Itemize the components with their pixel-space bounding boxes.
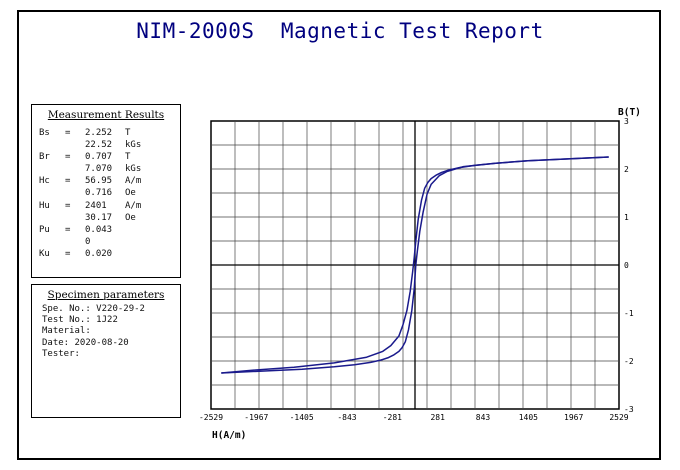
- x-tick-label: 1405: [519, 413, 538, 422]
- measurement-value: 2401: [85, 200, 107, 211]
- x-tick-label: -1967: [244, 413, 268, 422]
- measurement-value: 22.52: [85, 140, 113, 151]
- y-tick-label: -1: [624, 309, 634, 318]
- report-frame: [17, 10, 661, 460]
- measurement-equals: =: [65, 200, 71, 211]
- y-tick-label: 0: [624, 261, 629, 270]
- x-tick-label: -281: [383, 413, 402, 422]
- specimen-parameters-panel: Specimen parameters Spe. No.: V220-29-2 T…: [31, 284, 181, 418]
- measurement-unit: A/m: [125, 176, 142, 187]
- hysteresis-branch-line: [221, 156, 609, 374]
- specimen-row: Spe. No.: V220-29-2: [42, 304, 145, 314]
- measurement-value: 7.070: [85, 164, 113, 175]
- measurement-rows: Bs = 2.252 T 22.52 kGs Br = 0.707 T 7.070 kGs Hc = 56.…: [39, 127, 141, 260]
- measurement-name: Hu: [39, 200, 50, 211]
- measurement-row: 22.52 kGs: [39, 139, 141, 151]
- measurement-unit: Oe: [125, 188, 136, 199]
- measurement-results-heading: Measurement Results: [47, 109, 165, 121]
- report-title: NIM-2000S Magnetic Test Report: [136, 19, 544, 43]
- measurement-row: Ku = 0.020: [39, 248, 141, 260]
- x-tick-label: 843: [476, 413, 491, 422]
- specimen-parameters-heading: Specimen parameters: [47, 289, 165, 301]
- y-tick-label: 1: [624, 213, 629, 222]
- measurement-row: Hu = 2401 A/m: [39, 200, 141, 212]
- measurement-value: 0.707: [85, 152, 113, 163]
- measurement-unit: A/m: [125, 200, 142, 211]
- specimen-row: Tester:: [42, 348, 80, 359]
- measurement-name: Bs: [39, 128, 50, 138]
- y-tick-label: -3: [624, 405, 634, 414]
- x-tick-label: 2529: [609, 413, 628, 422]
- x-axis-label: H(A/m): [212, 430, 246, 441]
- measurement-name: Ku: [39, 248, 50, 259]
- specimen-row: Test No.: 1J22: [42, 315, 118, 326]
- measurement-row: Bs = 2.252 T: [39, 127, 141, 139]
- measurement-row: 0.716 Oe: [39, 187, 141, 199]
- x-tick-label: 1967: [564, 413, 583, 422]
- measurement-row: 30.17 Oe: [39, 212, 141, 224]
- measurement-name: Hc: [39, 176, 50, 187]
- y-tick-label: 2: [624, 165, 629, 174]
- measurement-name: Pu: [39, 224, 50, 235]
- measurement-equals: =: [65, 248, 71, 259]
- measurement-value: 0.043: [85, 224, 113, 235]
- measurement-results-panel: Measurement Results Bs = 2.252 T 22.52 kGs Br =…: [31, 104, 181, 278]
- measurement-unit: T: [125, 152, 131, 163]
- y-tick-label: 3: [624, 117, 629, 126]
- specimen-row: Material:: [42, 326, 91, 337]
- measurement-value: 0.716: [85, 188, 113, 199]
- y-axis-label: B(T): [618, 107, 641, 118]
- measurement-value: 2.252: [85, 128, 113, 138]
- measurement-unit: Oe: [125, 212, 136, 223]
- measurement-equals: =: [65, 224, 71, 235]
- measurement-row: Hc = 56.95 A/m: [39, 175, 141, 187]
- x-tick-label: 281: [430, 413, 445, 422]
- measurement-row: Pu = 0.043: [39, 224, 141, 236]
- measurement-value: 0.020: [85, 248, 113, 259]
- x-tick-label: -843: [337, 413, 356, 422]
- measurement-unit: kGs: [125, 140, 142, 151]
- y-tick-label: -2: [624, 357, 634, 366]
- measurement-value: 30.17: [85, 212, 113, 223]
- specimen-rows: Spe. No.: V220-29-2 Test No.: 1J22 Materia…: [42, 304, 145, 360]
- measurement-equals: =: [65, 128, 71, 138]
- specimen-row: Date: 2020-08-20: [42, 337, 129, 348]
- measurement-unit: T: [125, 128, 131, 138]
- x-tick-label: -1405: [290, 413, 314, 422]
- measurement-name: Br: [39, 152, 50, 163]
- measurement-equals: =: [65, 152, 71, 163]
- measurement-value: 56.95: [85, 176, 113, 187]
- x-tick-label: -2529: [199, 413, 223, 422]
- measurement-unit: kGs: [125, 164, 142, 175]
- measurement-equals: =: [65, 176, 71, 187]
- measurement-row: 7.070 kGs: [39, 163, 141, 175]
- measurement-row: Br = 0.707 T: [39, 151, 141, 163]
- measurement-row: 0: [39, 236, 141, 248]
- measurement-value: 0: [85, 236, 91, 247]
